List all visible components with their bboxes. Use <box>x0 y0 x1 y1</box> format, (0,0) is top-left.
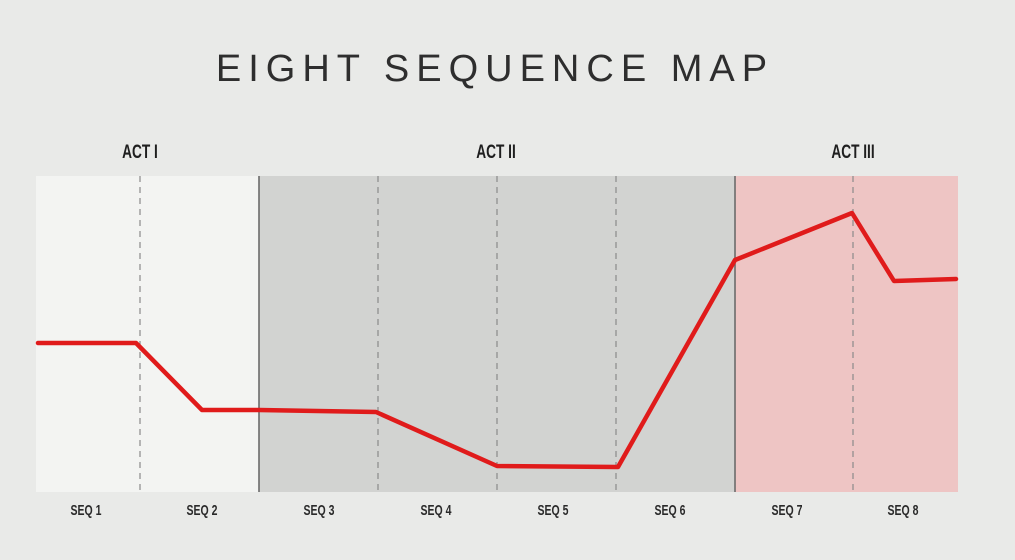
tension-curve <box>35 210 959 470</box>
diagram-title: EIGHT SEQUENCE MAP <box>215 48 775 90</box>
act-1-label: ACT I <box>122 142 158 163</box>
act-2-label: ACT II <box>476 142 516 163</box>
seq-2-label: SEQ 2 <box>186 502 218 519</box>
seq-5-label: SEQ 5 <box>537 502 569 519</box>
seq-7-label: SEQ 7 <box>771 502 803 519</box>
seq-4-label: SEQ 4 <box>420 502 452 519</box>
seq-8-label: SEQ 8 <box>887 502 919 519</box>
seq-6-label: SEQ 6 <box>654 502 686 519</box>
seq-3-label: SEQ 3 <box>303 502 335 519</box>
act-3-region <box>735 176 958 492</box>
act-3-label: ACT III <box>831 142 875 163</box>
act-1-region <box>36 176 259 492</box>
seq-1-label: SEQ 1 <box>70 502 102 519</box>
